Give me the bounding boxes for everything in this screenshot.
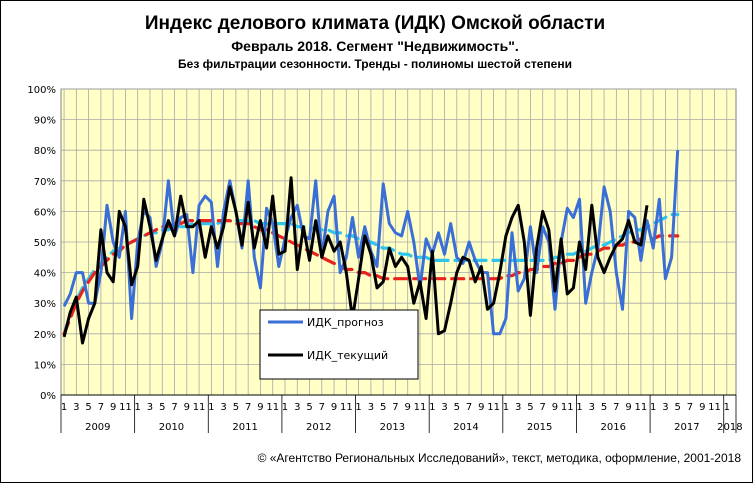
x-tick-label: 5 bbox=[306, 402, 312, 413]
x-tick-label: 9 bbox=[184, 402, 190, 413]
x-tick-label: 5 bbox=[527, 402, 533, 413]
legend-label-current: ИДК_текущий bbox=[307, 349, 388, 362]
x-tick-label: 3 bbox=[662, 402, 668, 413]
x-year-label: 2012 bbox=[306, 422, 331, 433]
x-year-label: 2015 bbox=[527, 422, 552, 433]
x-tick-label: 11 bbox=[708, 402, 721, 413]
y-tick-label: 100% bbox=[27, 85, 56, 96]
x-tick-label: 9 bbox=[478, 402, 484, 413]
x-tick-label: 3 bbox=[515, 402, 521, 413]
x-tick-label: 7 bbox=[392, 402, 398, 413]
x-tick-label: 7 bbox=[540, 402, 546, 413]
legend: ИДК_прогноз ИДК_текущий bbox=[259, 309, 419, 380]
x-tick-label: 1 bbox=[429, 402, 435, 413]
x-tick-label: 7 bbox=[98, 402, 104, 413]
x-tick-label: 9 bbox=[405, 402, 411, 413]
y-tick-label: 70% bbox=[34, 177, 56, 188]
x-tick-label: 11 bbox=[414, 402, 427, 413]
x-tick-label: 1 bbox=[208, 402, 214, 413]
x-tick-label: 7 bbox=[319, 402, 325, 413]
x-tick-label: 3 bbox=[368, 402, 374, 413]
x-tick-label: 11 bbox=[487, 402, 500, 413]
x-tick-label: 9 bbox=[699, 402, 705, 413]
x-tick-label: 7 bbox=[687, 402, 693, 413]
chart-title: Индекс делового климата (ИДК) Омской обл… bbox=[145, 13, 605, 34]
x-tick-label: 3 bbox=[589, 402, 595, 413]
y-tick-label: 10% bbox=[34, 360, 56, 371]
y-axis: 0% 10% 20% 30% 40% 50% 60% 70% 80% 90% 100% bbox=[27, 85, 56, 402]
y-tick-label: 80% bbox=[34, 146, 56, 157]
x-tick-label: 11 bbox=[119, 402, 132, 413]
y-tick-label: 20% bbox=[34, 330, 56, 341]
y-tick-label: 90% bbox=[34, 116, 56, 127]
x-tick-label: 3 bbox=[294, 402, 300, 413]
x-tick-label: 7 bbox=[466, 402, 472, 413]
x-tick-label: 11 bbox=[266, 402, 279, 413]
x-year-label: 2014 bbox=[453, 422, 478, 433]
x-tick-label: 3 bbox=[147, 402, 153, 413]
y-tick-label: 30% bbox=[34, 299, 56, 310]
x-tick-label: 11 bbox=[635, 402, 648, 413]
x-tick-label: 9 bbox=[331, 402, 337, 413]
x-year-label: 2016 bbox=[601, 422, 626, 433]
x-year-label: 2013 bbox=[380, 422, 405, 433]
x-tick-label: 1 bbox=[724, 402, 730, 413]
x-tick-label: 1 bbox=[650, 402, 656, 413]
x-tick-label: 7 bbox=[171, 402, 177, 413]
x-tick-label: 11 bbox=[340, 402, 353, 413]
x-tick-label: 7 bbox=[245, 402, 251, 413]
y-tick-label: 40% bbox=[34, 269, 56, 280]
chart-subtitle-2: Без фильтрации сезонности. Тренды - поли… bbox=[178, 57, 572, 71]
x-tick-label: 1 bbox=[576, 402, 582, 413]
y-tick-label: 0% bbox=[40, 391, 56, 402]
x-tick-label: 5 bbox=[675, 402, 681, 413]
x-tick-label: 11 bbox=[193, 402, 206, 413]
x-year-label: 2010 bbox=[159, 422, 184, 433]
chart-subtitle: Февраль 2018. Сегмент "Недвижимость". bbox=[231, 38, 519, 54]
x-tick-label: 1 bbox=[355, 402, 361, 413]
x-tick-label: 5 bbox=[601, 402, 607, 413]
x-tick-label: 5 bbox=[454, 402, 460, 413]
y-tick-label: 60% bbox=[34, 207, 56, 218]
x-tick-label: 9 bbox=[552, 402, 558, 413]
x-tick-label: 9 bbox=[110, 402, 116, 413]
x-year-label: 2018 bbox=[717, 422, 742, 433]
x-tick-label: 5 bbox=[159, 402, 165, 413]
x-tick-label: 3 bbox=[441, 402, 447, 413]
x-tick-label: 9 bbox=[625, 402, 631, 413]
x-tick-label: 5 bbox=[85, 402, 91, 413]
x-tick-label: 1 bbox=[503, 402, 509, 413]
y-tick-label: 50% bbox=[34, 238, 56, 249]
x-tick-label: 5 bbox=[380, 402, 386, 413]
x-year-label: 2009 bbox=[85, 422, 110, 433]
series-layer bbox=[62, 150, 680, 345]
x-tick-label: 1 bbox=[135, 402, 141, 413]
x-tick-label: 7 bbox=[613, 402, 619, 413]
series-line-current bbox=[62, 176, 649, 345]
x-year-label: 2017 bbox=[674, 422, 699, 433]
x-tick-label: 1 bbox=[61, 402, 67, 413]
legend-label-forecast: ИДК_прогноз bbox=[307, 316, 384, 329]
x-tick-label: 3 bbox=[220, 402, 226, 413]
x-tick-label: 1 bbox=[282, 402, 288, 413]
x-tick-label: 11 bbox=[561, 402, 574, 413]
copyright-text: © «Агентство Региональных Исследований»,… bbox=[258, 451, 742, 465]
x-year-label: 2011 bbox=[232, 422, 257, 433]
x-tick-label: 9 bbox=[257, 402, 263, 413]
x-tick-label: 3 bbox=[73, 402, 79, 413]
x-tick-label: 5 bbox=[233, 402, 239, 413]
